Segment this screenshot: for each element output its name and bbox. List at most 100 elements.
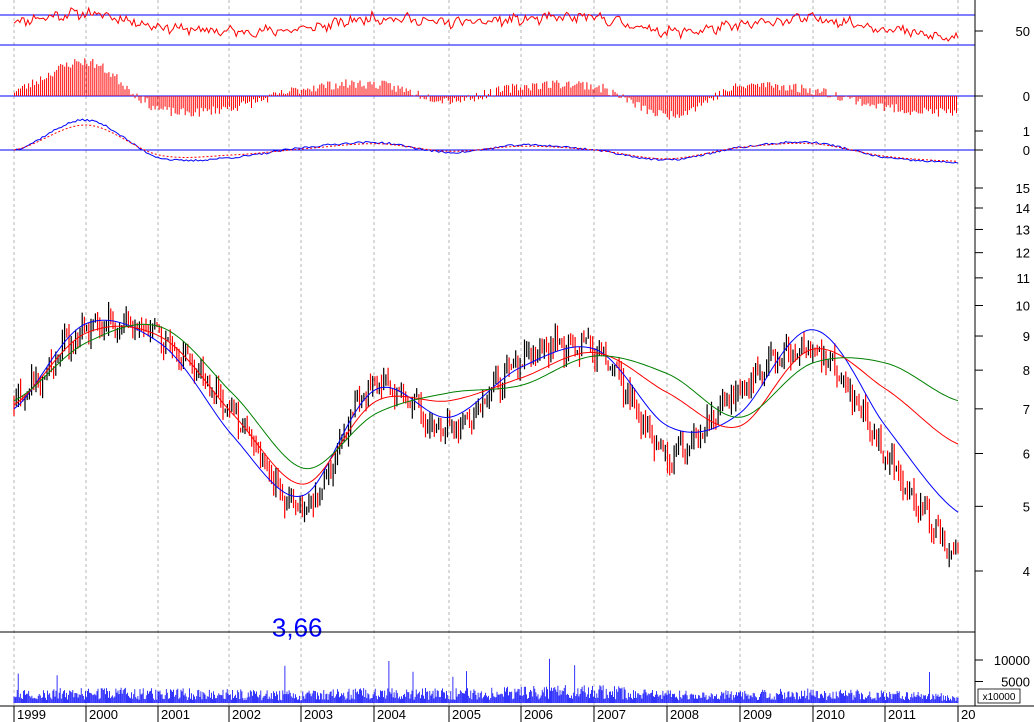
momentum-bar [488,94,489,96]
momentum-bar [674,96,676,118]
momentum-bar [202,96,204,112]
momentum-bar [66,62,68,96]
momentum-bar [96,64,98,96]
momentum-bar [84,58,86,96]
momentum-bar [857,96,859,102]
momentum-bar [455,96,457,102]
momentum-bar [845,95,847,97]
momentum-bar [853,96,855,97]
momentum-bar [269,94,271,96]
momentum-bar [253,96,254,100]
momentum-bar [321,83,323,96]
momentum-bar [457,96,459,101]
momentum-bar [506,84,508,96]
momentum-bar [198,96,200,117]
momentum-bar [606,88,608,96]
momentum-bar [721,96,722,97]
momentum-bar [751,83,753,96]
momentum-bar [835,92,837,96]
momentum-bar [572,85,574,96]
momentum-bar [911,96,913,112]
momentum-bar [586,82,588,96]
momentum-bar [871,96,873,105]
momentum-bar [819,93,821,96]
momentum-bar [98,66,100,96]
momentum-bar [686,96,688,115]
momentum-bar [821,91,823,96]
momentum-bar [568,81,570,96]
momentum-bar [863,96,865,105]
momentum-bar [879,96,881,104]
momentum-bar [367,82,369,96]
momentum-bar [725,90,726,96]
momentum-bar [257,96,258,102]
momentum-bar [538,89,540,96]
volume-unit-box [977,688,1021,704]
momentum-bar [688,96,690,111]
momentum-bar [727,91,728,96]
momentum-bar [335,83,337,96]
year-label: 2003 [304,707,333,722]
momentum-bar [399,88,401,96]
momentum-bar [174,96,176,114]
price-axis-label: 15 [1016,181,1030,196]
momentum-bar [867,96,869,104]
momentum-bar [341,82,343,96]
momentum-bar [502,90,504,96]
momentum-bar [576,83,578,96]
momentum-bar [739,85,741,96]
momentum-bar [319,84,321,96]
momentum-bar [745,88,747,96]
momentum-bar [429,96,431,102]
momentum-bar [600,92,602,96]
momentum-bar [855,96,857,105]
momentum-bar [913,96,915,111]
momentum-bar [789,85,791,96]
momentum-bar [62,64,64,96]
momentum-bar [948,96,949,110]
momentum-bar [534,83,536,96]
momentum-bar [148,96,150,109]
momentum-bar [315,91,317,96]
momentum-bar [234,96,236,108]
momentum-bar [393,86,395,96]
momentum-bar [807,92,809,96]
momentum-bar [574,84,576,96]
momentum-bar [212,96,214,107]
momentum-bar [887,96,889,106]
momentum-bar [102,63,104,96]
momentum-bar [646,96,648,115]
momentum-bar [612,89,614,96]
price-axis-label: 11 [1017,271,1031,286]
momentum-bar [224,96,226,108]
momentum-bar [375,87,377,96]
momentum-bar [636,96,638,102]
momentum-bar [421,96,423,97]
momentum-bar [761,83,763,96]
momentum-bar [500,92,502,96]
momentum-bar [642,96,644,106]
momentum-bar [255,96,256,103]
momentum-bar [885,96,887,108]
momentum-bar [909,96,911,115]
momentum-bar [327,81,329,96]
momentum-bar [445,96,447,98]
momentum-bar [869,96,871,107]
moving-average-fast [13,319,959,513]
moving-average-slow [13,323,959,470]
momentum-bar [564,86,566,96]
momentum-bar [415,94,417,96]
momentum-bar [813,94,815,96]
momentum-bar [46,78,48,96]
momentum-bar [78,61,80,96]
momentum-bar [590,84,592,96]
momentum-bar [403,92,405,96]
momentum-bar [618,96,620,98]
momentum-bar [558,82,560,96]
momentum-bar [313,85,315,96]
momentum-bar [763,82,765,96]
momentum-bar [560,88,562,96]
momentum-bar [413,96,415,97]
momentum-bar [907,96,909,113]
